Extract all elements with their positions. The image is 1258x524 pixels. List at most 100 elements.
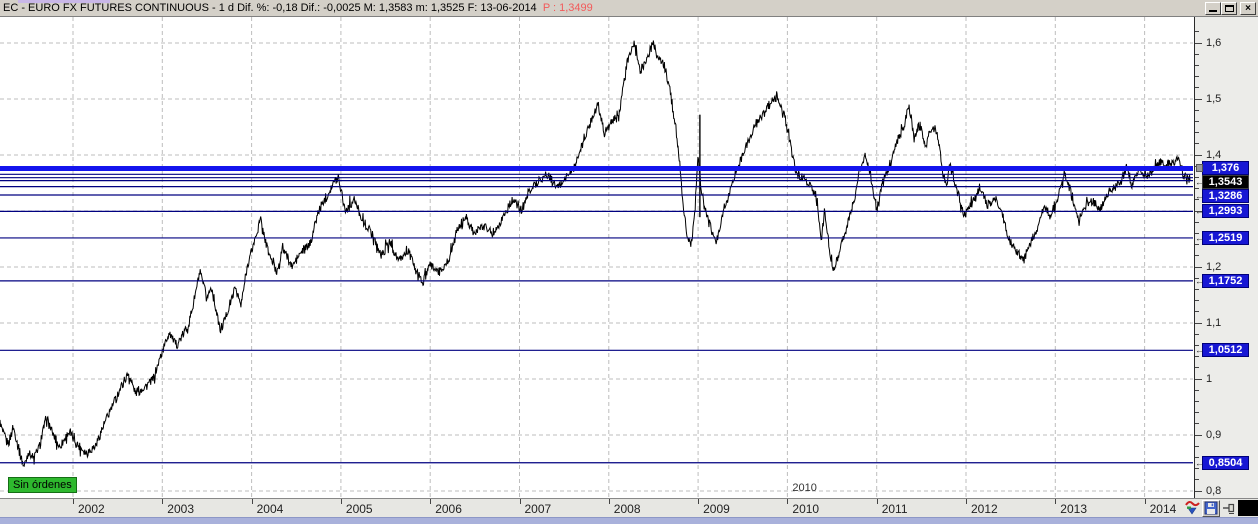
x-year-label: 2004 — [256, 502, 284, 516]
y-tick-label: 1 — [1206, 373, 1213, 385]
green-mark-icon — [1187, 506, 1191, 509]
x-year-label: 2013 — [1060, 502, 1087, 516]
y-minor-tick — [1195, 132, 1199, 134]
y-tick-label: 0,9 — [1206, 429, 1222, 441]
x-year-label: 2014 — [1149, 502, 1177, 516]
y-minor-tick — [1195, 356, 1199, 358]
y-major-tick — [1195, 378, 1202, 380]
x-year-label: 2011 — [881, 502, 908, 516]
price-level-badge: 1,376 — [1202, 161, 1249, 176]
save-icon — [1204, 501, 1218, 515]
left-arrow-icon: ← — [1195, 232, 1204, 243]
maximize-icon — [1225, 5, 1234, 12]
status-badge: Sin órdenes — [8, 477, 77, 493]
y-minor-tick — [1195, 412, 1199, 414]
pin-button[interactable] — [1222, 500, 1236, 516]
x-tick — [876, 499, 878, 504]
background-window-edge — [18, 0, 110, 3]
y-minor-tick — [1195, 199, 1199, 201]
y-minor-tick — [1195, 367, 1199, 369]
y-minor-tick — [1195, 277, 1199, 279]
y-major-tick — [1195, 266, 1202, 268]
y-minor-tick — [1195, 64, 1199, 66]
x-year-label: 2002 — [78, 502, 105, 516]
y-tick-label: 1,1 — [1206, 317, 1222, 329]
x-year-label: 2010 — [792, 502, 820, 516]
price-axis[interactable]: 1,6 1,5 1,4 1,2 1,1 1 0,9 0,8 1,376 1,3543 ← 1,3286… — [1194, 17, 1258, 498]
inner-year-label: 2010 — [792, 482, 816, 494]
arrow-down-icon — [1187, 507, 1197, 515]
price-level-badge: 1,3286 — [1202, 189, 1249, 204]
minimize-button[interactable] — [1205, 2, 1221, 15]
y-major-tick — [1195, 42, 1202, 44]
x-tick — [519, 499, 521, 504]
price-series — [0, 40, 1191, 468]
x-year-label: 2012 — [971, 502, 998, 516]
last-price-badge: 1,3543 — [1202, 175, 1249, 190]
left-arrow-icon: ← — [1195, 457, 1204, 468]
minimize-icon — [1209, 10, 1217, 12]
x-year-label: 2009 — [703, 502, 730, 516]
x-year-label: 2006 — [435, 502, 462, 516]
left-arrow-icon: ← — [1195, 345, 1204, 356]
y-minor-tick — [1195, 400, 1199, 402]
x-tick — [430, 499, 432, 504]
price-level-badge: 1,2993 — [1202, 204, 1249, 219]
y-minor-tick — [1195, 311, 1199, 313]
x-tick — [162, 499, 164, 504]
x-tick — [1055, 499, 1057, 504]
price-level-badge: 1,2519 — [1202, 230, 1249, 245]
chart-tool-icon — [1185, 501, 1200, 507]
y-minor-tick — [1195, 232, 1199, 234]
y-minor-tick — [1195, 468, 1199, 470]
x-year-label: 2005 — [345, 502, 373, 516]
y-minor-tick — [1195, 300, 1199, 302]
left-arrow-icon: ← — [1195, 191, 1204, 202]
window-bottom-border — [0, 517, 1258, 524]
y-minor-tick — [1195, 31, 1199, 33]
x-tick — [73, 499, 74, 504]
y-minor-tick — [1195, 333, 1199, 335]
chart-plot-area[interactable]: 2010 — [0, 17, 1194, 498]
y-tick-label: 1,5 — [1206, 93, 1222, 105]
title-bar: EC - EURO FX FUTURES CONTINUOUS - 1 d Di… — [0, 0, 1258, 17]
y-major-tick — [1195, 210, 1202, 212]
y-major-tick — [1195, 154, 1202, 156]
maximize-button[interactable] — [1221, 2, 1237, 15]
x-tick — [1144, 499, 1146, 504]
x-tick — [698, 499, 700, 504]
y-minor-tick — [1195, 344, 1199, 346]
y-minor-tick — [1195, 87, 1199, 89]
y-tick-label: 0,8 — [1206, 485, 1222, 497]
x-tick — [340, 499, 342, 504]
y-minor-tick — [1195, 188, 1199, 190]
left-arrow-icon: ← — [1195, 177, 1204, 188]
close-button[interactable]: × — [1240, 2, 1256, 15]
chart-tool-button[interactable] — [1185, 500, 1200, 516]
y-minor-tick — [1195, 445, 1199, 447]
y-minor-tick — [1195, 423, 1199, 425]
price-level-badge: 1,0512 — [1202, 343, 1249, 358]
y-minor-tick — [1195, 221, 1199, 223]
save-button[interactable] — [1202, 500, 1220, 517]
y-major-tick — [1195, 490, 1202, 492]
y-minor-tick — [1195, 176, 1199, 178]
x-tick — [966, 499, 967, 504]
left-arrow-icon: ← — [1195, 275, 1204, 286]
price-level-badge: 1,1752 — [1202, 273, 1249, 288]
pin-icon — [1223, 503, 1235, 514]
black-box — [1238, 500, 1258, 516]
left-arrow-icon: ← — [1195, 206, 1204, 217]
y-minor-tick — [1195, 109, 1199, 111]
y-minor-tick — [1195, 143, 1199, 145]
y-minor-tick — [1195, 479, 1199, 481]
time-axis[interactable]: 2002 2003 2004 2005 2006 2007 2008 2009 2010 2011… — [0, 498, 1258, 517]
close-icon: × — [1245, 3, 1251, 14]
chart-title: EC - EURO FX FUTURES CONTINUOUS - 1 d Di… — [3, 2, 593, 14]
level-marker-icon — [1196, 164, 1203, 173]
price-level-badge: 0,8504 — [1202, 455, 1249, 470]
chart-title-text: EC - EURO FX FUTURES CONTINUOUS - 1 d Di… — [3, 2, 537, 14]
last-price-title: P : 1,3499 — [542, 2, 593, 14]
y-minor-tick — [1195, 389, 1199, 391]
